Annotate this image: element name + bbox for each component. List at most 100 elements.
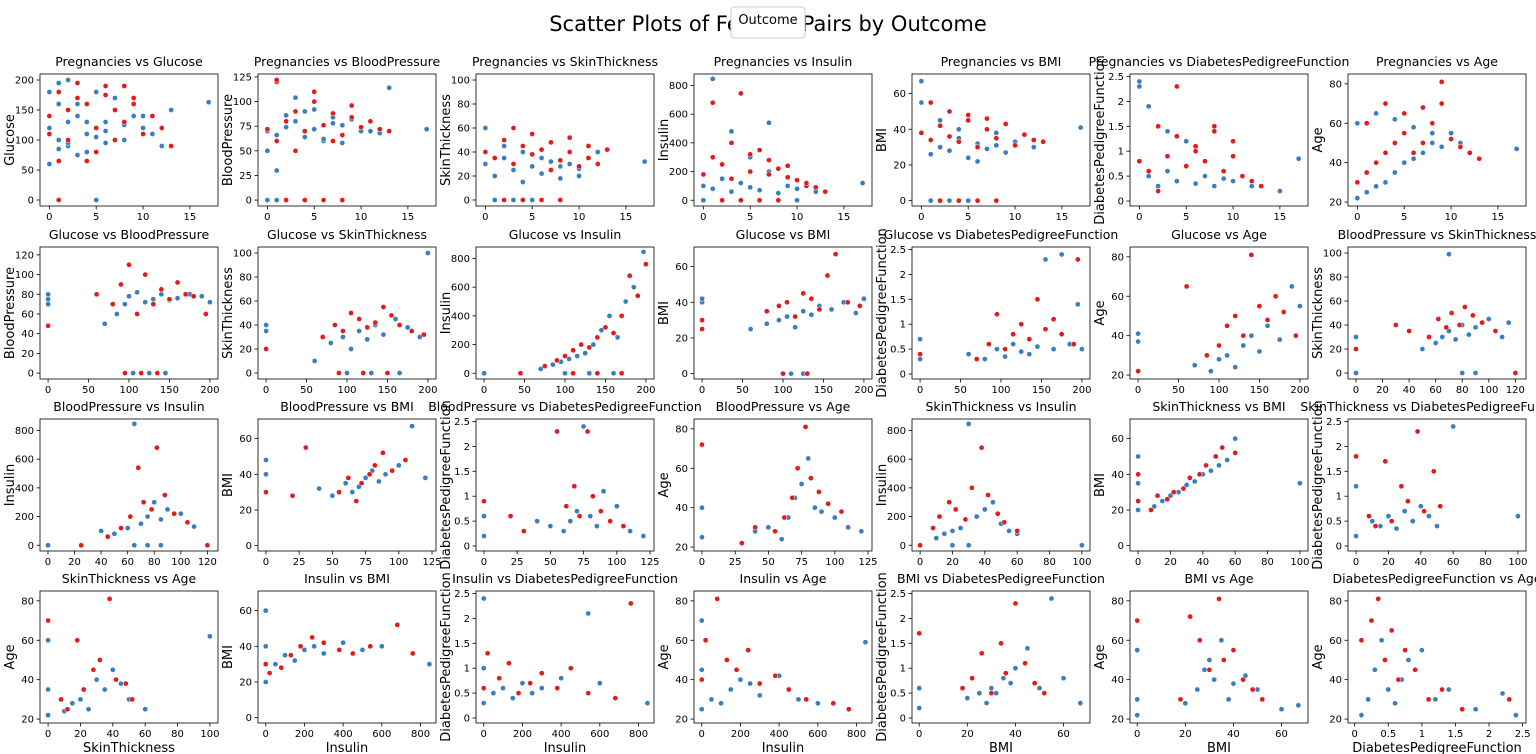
y-tick-label: 80: [21, 290, 34, 301]
data-point: [166, 296, 173, 303]
data-point: [1419, 647, 1425, 653]
data-point: [1134, 647, 1141, 653]
x-tick-label: 40: [106, 729, 119, 740]
data-point: [606, 313, 613, 319]
data-point: [1382, 179, 1389, 186]
data-point: [174, 295, 181, 302]
data-point: [278, 664, 285, 671]
data-point: [1439, 686, 1445, 693]
data-point: [566, 134, 573, 141]
data-point: [562, 370, 568, 377]
data-point: [353, 498, 360, 504]
data-point: [698, 706, 705, 713]
data-point: [1375, 596, 1382, 602]
data-point: [965, 117, 972, 124]
data-point: [857, 303, 863, 309]
y-tick-label: 100: [15, 136, 34, 147]
series-outcome-0: [1136, 78, 1302, 194]
data-point: [699, 441, 705, 448]
y-axis-label: DiabetesPedigreeFunction: [875, 228, 890, 398]
data-point: [1030, 144, 1037, 150]
y-tick-label: 20: [457, 172, 470, 183]
data-point: [263, 328, 269, 334]
y-tick-label: 40: [1329, 321, 1342, 332]
data-point: [1248, 332, 1255, 339]
data-point: [969, 675, 975, 682]
data-point: [1230, 647, 1237, 653]
data-point: [484, 650, 491, 657]
data-point: [571, 483, 578, 490]
data-point: [74, 95, 81, 101]
data-point: [804, 370, 811, 377]
data-point: [1058, 251, 1065, 258]
subplot-title: BloodPressure vs SkinThickness: [1338, 227, 1536, 242]
legend-frame: [730, 6, 806, 39]
x-tick-label: 50: [736, 385, 749, 396]
data-point: [330, 110, 336, 117]
data-point: [1183, 283, 1190, 290]
subplot-title: Pregnancies vs BMI: [941, 54, 1062, 69]
data-point: [941, 530, 948, 537]
y-tick-label: 0: [900, 714, 906, 725]
data-point: [283, 197, 289, 203]
data-point: [1435, 316, 1442, 322]
data-point: [491, 173, 498, 179]
y-tick-label: 80: [457, 100, 470, 111]
series-outcome-0: [45, 289, 213, 376]
data-point: [927, 197, 934, 204]
data-point: [297, 643, 304, 650]
x-tick-label: 75: [359, 557, 372, 568]
data-point: [1006, 528, 1012, 534]
data-point: [699, 295, 705, 302]
data-point: [1445, 686, 1452, 693]
data-point: [698, 617, 705, 624]
data-point: [1472, 706, 1479, 713]
data-point: [566, 149, 573, 155]
points-layer: [45, 261, 213, 376]
data-point: [640, 249, 647, 255]
data-point: [1426, 513, 1432, 519]
y-tick-label: 1.5: [454, 639, 470, 650]
points-layer: [480, 595, 651, 706]
data-point: [1466, 331, 1472, 338]
data-point: [861, 295, 867, 302]
data-point: [1365, 696, 1372, 703]
data-point: [1353, 533, 1359, 539]
y-tick-label: 800: [451, 254, 470, 265]
x-tick-label: 50: [300, 385, 313, 396]
data-point: [480, 685, 487, 691]
series-outcome-1: [481, 428, 627, 534]
x-tick-label: 5: [1183, 212, 1189, 223]
data-point: [93, 89, 100, 95]
data-point: [993, 197, 1000, 204]
data-point: [962, 516, 969, 523]
data-point: [585, 143, 592, 149]
y-tick-label: 0.5: [454, 689, 470, 700]
y-tick-label: 800: [669, 81, 688, 92]
x-tick-label: 60: [121, 557, 134, 568]
data-point: [1434, 523, 1440, 529]
y-axis-label: BloodPressure: [221, 94, 236, 186]
y-tick-label: 20: [1111, 715, 1124, 726]
x-tick-label: 600: [590, 729, 609, 740]
x-tick-label: 800: [411, 729, 430, 740]
points-layer: [481, 249, 649, 377]
points-layer: [1134, 596, 1302, 718]
points-layer: [1136, 78, 1302, 194]
data-point: [825, 500, 832, 507]
x-tick-label: 15: [1274, 212, 1287, 223]
data-point: [154, 444, 160, 451]
x-tick-label: 0: [482, 212, 488, 223]
data-point: [482, 161, 489, 167]
data-point: [1373, 159, 1379, 166]
y-tick-label: 80: [1329, 79, 1342, 90]
data-point: [46, 125, 53, 131]
data-point: [1216, 356, 1222, 363]
data-point: [946, 147, 953, 154]
data-point: [349, 650, 356, 657]
data-point: [184, 519, 191, 526]
data-point: [482, 149, 489, 155]
y-tick-label: 100: [451, 76, 470, 87]
data-point: [264, 197, 271, 203]
axes-frame: [1347, 246, 1527, 380]
